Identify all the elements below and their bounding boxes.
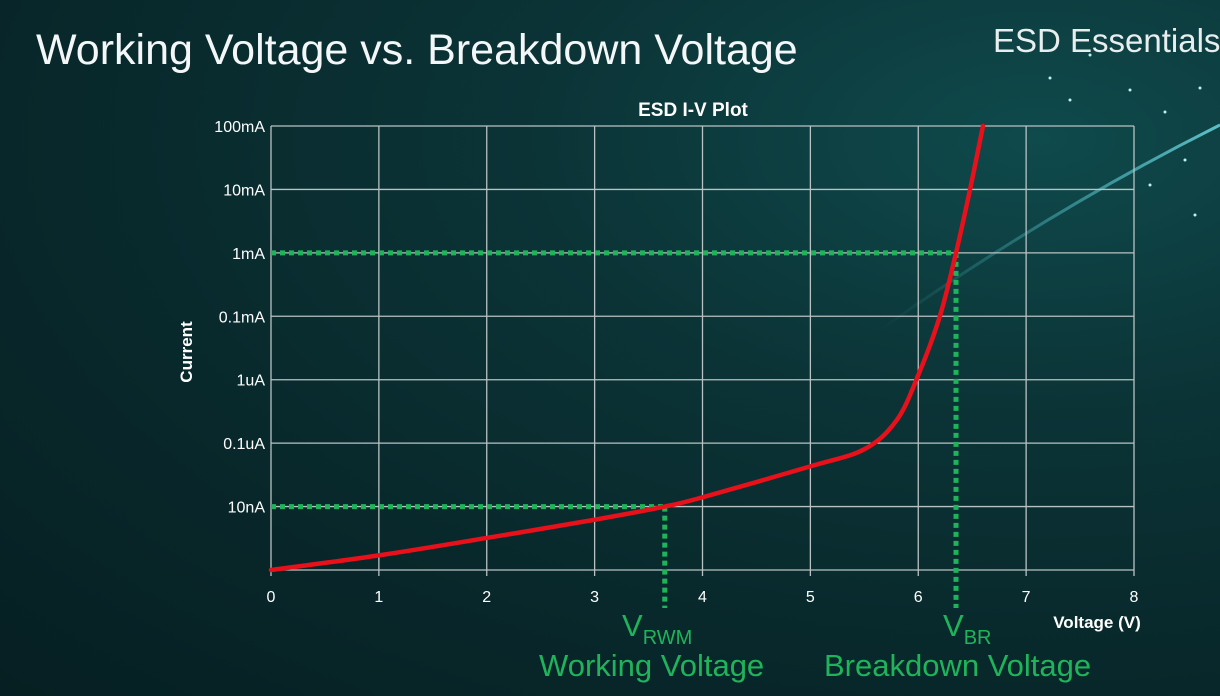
star-dot — [1193, 213, 1197, 217]
x-tick-label: 2 — [482, 589, 491, 606]
y-tick-label: 1mA — [232, 246, 265, 263]
decorative-stars — [1048, 53, 1202, 217]
star-dot — [1088, 53, 1092, 57]
x-tick-label: 0 — [267, 589, 276, 606]
x-tick-label: 4 — [698, 589, 707, 606]
star-dot — [1163, 110, 1167, 114]
y-tick-label: 1uA — [237, 373, 266, 390]
x-tick-label: 8 — [1130, 589, 1139, 606]
star-dot — [1148, 183, 1152, 187]
y-tick-label: 0.1mA — [219, 309, 266, 326]
chart-title: ESD I-V Plot — [638, 100, 748, 121]
y-axis-label: Current — [177, 321, 196, 383]
star-dot — [1068, 98, 1072, 102]
x-tick-label: 5 — [806, 589, 815, 606]
vrwm-label: Working Voltage — [539, 648, 765, 683]
star-dot — [1048, 76, 1052, 80]
vrwm-v: V — [622, 608, 643, 643]
vbr-v: V — [943, 608, 964, 643]
slide-title: Working Voltage vs. Breakdown Voltage — [36, 26, 798, 74]
x-tick-label: 6 — [914, 589, 923, 606]
y-tick-label: 10nA — [228, 500, 266, 517]
y-tick-label: 0.1uA — [223, 436, 265, 453]
x-tick-label: 1 — [374, 589, 383, 606]
star-dot — [1198, 86, 1202, 90]
vbr-label: Breakdown Voltage — [824, 648, 1092, 683]
x-axis-label: Voltage (V) — [1053, 613, 1141, 632]
vrwm-subscript: RWM — [642, 627, 693, 649]
star-dot — [1128, 88, 1132, 92]
x-tick-label: 3 — [590, 589, 599, 606]
iv-curve — [268, 123, 986, 573]
brand-logo-text: ESD Essentials — [993, 22, 1220, 59]
x-tick-label: 7 — [1022, 589, 1031, 606]
y-tick-label: 100mA — [214, 119, 265, 136]
vbr-subscript: BR — [963, 627, 992, 649]
vbr-symbol: VBR — [943, 608, 991, 649]
star-dot — [1183, 158, 1187, 162]
y-tick-label: 10mA — [223, 182, 265, 199]
decorative-streak — [879, 123, 1220, 332]
vrwm-symbol: VRWM — [622, 608, 692, 649]
